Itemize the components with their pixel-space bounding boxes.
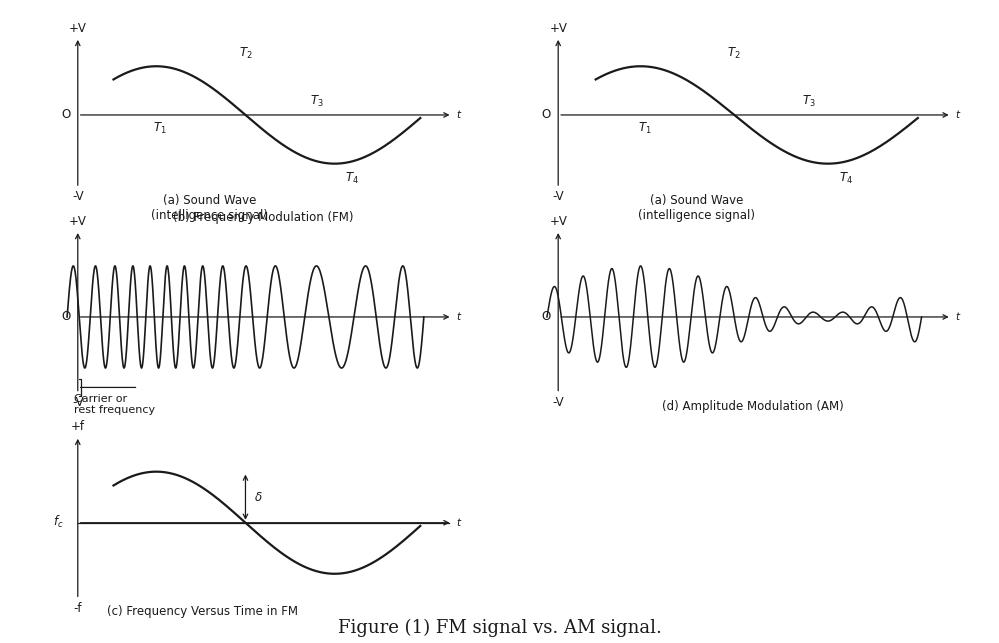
Text: -V: -V [72, 190, 84, 203]
Text: $T_3$: $T_3$ [310, 94, 324, 109]
Text: (b) Frequency Modulation (FM): (b) Frequency Modulation (FM) [173, 211, 354, 224]
Text: +f: +f [71, 421, 85, 433]
Text: O: O [61, 311, 71, 323]
Text: (d) Amplitude Modulation (AM): (d) Amplitude Modulation (AM) [662, 400, 844, 413]
Text: +V: +V [549, 22, 567, 35]
Text: (a) Sound Wave
(intelligence signal): (a) Sound Wave (intelligence signal) [151, 194, 269, 222]
Text: -V: -V [552, 396, 564, 409]
Text: t: t [456, 312, 461, 322]
Text: +V: +V [69, 215, 87, 228]
Text: +V: +V [549, 215, 567, 228]
Text: $\delta$: $\delta$ [255, 491, 263, 503]
Text: -V: -V [72, 396, 84, 409]
Text: Carrier or
rest frequency: Carrier or rest frequency [74, 394, 155, 415]
Text: $T_4$: $T_4$ [346, 171, 360, 186]
Text: O: O [61, 109, 71, 122]
Text: t: t [955, 110, 959, 120]
Text: t: t [456, 518, 461, 528]
Text: -V: -V [552, 190, 564, 203]
Text: Figure (1) FM signal vs. AM signal.: Figure (1) FM signal vs. AM signal. [338, 619, 661, 637]
Text: +V: +V [69, 22, 87, 35]
Text: -f: -f [74, 602, 82, 615]
Text: $T_2$: $T_2$ [727, 46, 741, 61]
Text: $T_2$: $T_2$ [239, 46, 253, 61]
Text: $T_3$: $T_3$ [801, 94, 815, 109]
Text: O: O [541, 109, 550, 122]
Text: O: O [541, 311, 550, 323]
Text: $T_4$: $T_4$ [839, 171, 853, 186]
Text: (c) Frequency Versus Time in FM: (c) Frequency Versus Time in FM [107, 606, 298, 619]
Text: $f_c$: $f_c$ [53, 514, 64, 530]
Text: $T_1$: $T_1$ [637, 121, 651, 136]
Text: t: t [955, 312, 959, 322]
Text: t: t [456, 110, 461, 120]
Text: (a) Sound Wave
(intelligence signal): (a) Sound Wave (intelligence signal) [638, 194, 755, 222]
Text: $T_1$: $T_1$ [153, 121, 167, 136]
